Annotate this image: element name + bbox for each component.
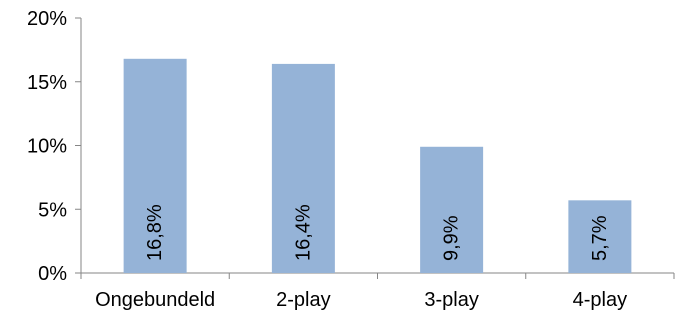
y-tick-label: 0%: [38, 263, 67, 285]
y-tick-label: 20%: [27, 8, 67, 30]
y-tick-label: 10%: [27, 136, 67, 158]
data-label: 16,4%: [292, 204, 314, 261]
x-tick-label: 2-play: [276, 289, 330, 311]
y-tick-label: 15%: [27, 72, 67, 94]
bar: [271, 63, 335, 274]
x-tick-label: 3-play: [424, 289, 478, 311]
bar: [568, 200, 632, 273]
bar: [123, 58, 187, 273]
x-tick-label: Ongebundeld: [95, 289, 215, 311]
data-label: 5,7%: [589, 215, 611, 261]
data-label: 9,9%: [441, 215, 463, 261]
bar: [420, 146, 484, 273]
bars: [123, 58, 632, 274]
data-label: 16,8%: [144, 204, 166, 261]
y-tick-label: 5%: [38, 199, 67, 221]
x-tick-label: 4-play: [573, 289, 627, 311]
labels: 0% 5% 10% 15% 20% Ongebundeld 16,8% 2-play 16,4%…: [27, 8, 627, 311]
